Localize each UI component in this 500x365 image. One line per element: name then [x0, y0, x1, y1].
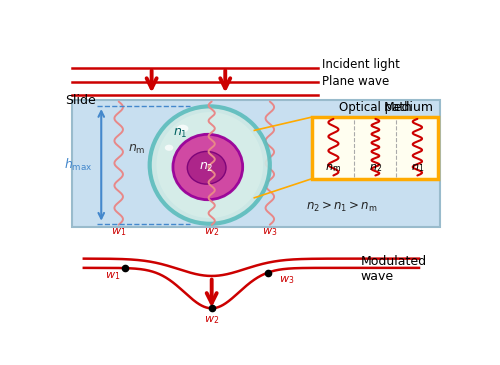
Text: $n_2$: $n_2$ — [200, 161, 214, 174]
Bar — [312, 117, 438, 178]
Ellipse shape — [150, 106, 270, 224]
Text: Modulated
wave: Modulated wave — [361, 255, 427, 283]
Bar — [72, 100, 440, 227]
Ellipse shape — [177, 125, 188, 132]
Text: Optical path: Optical path — [339, 101, 411, 114]
Text: $w_3$: $w_3$ — [262, 226, 278, 238]
Ellipse shape — [156, 112, 263, 218]
Text: $w_3$: $w_3$ — [278, 274, 294, 286]
Ellipse shape — [188, 151, 226, 184]
Text: $h_\mathrm{max}$: $h_\mathrm{max}$ — [64, 157, 93, 173]
Text: $n_\mathrm{m}$: $n_\mathrm{m}$ — [326, 162, 342, 174]
Text: $w_1$: $w_1$ — [105, 270, 120, 282]
Text: Plane wave: Plane wave — [322, 75, 390, 88]
Text: Slide: Slide — [66, 94, 96, 107]
Ellipse shape — [173, 134, 242, 200]
Text: $n_1$: $n_1$ — [410, 162, 424, 174]
Text: $n_2$: $n_2$ — [369, 162, 382, 174]
Text: $n_1$: $n_1$ — [174, 127, 188, 140]
Text: $n_\mathrm{m}$: $n_\mathrm{m}$ — [128, 143, 146, 156]
Text: $w_2$: $w_2$ — [204, 226, 220, 238]
Text: Incident light: Incident light — [322, 58, 400, 72]
Ellipse shape — [165, 145, 173, 151]
Text: $n_2>n_1>n_\mathrm{m}$: $n_2>n_1>n_\mathrm{m}$ — [306, 200, 378, 215]
Text: $w_1$: $w_1$ — [111, 226, 126, 238]
Text: $w_2$: $w_2$ — [204, 314, 220, 326]
Text: Medium: Medium — [384, 101, 434, 114]
